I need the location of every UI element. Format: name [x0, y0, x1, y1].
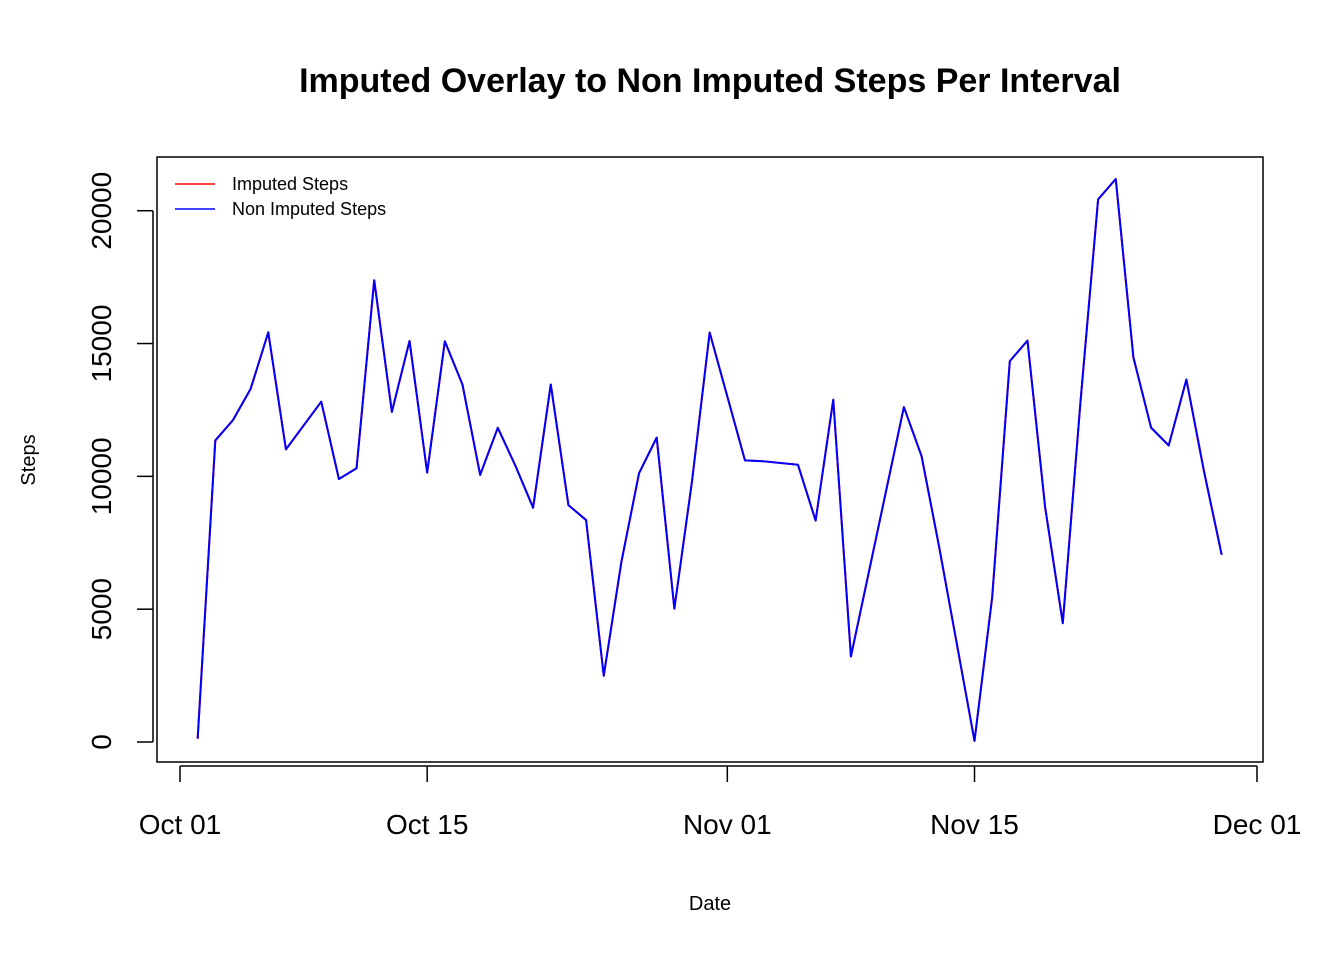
data-point — [232, 419, 234, 421]
data-point — [214, 439, 216, 441]
data-point — [974, 740, 976, 742]
series-layer — [196, 178, 1223, 742]
y-axis: 0 5000 10000 15000 20000 — [86, 172, 154, 750]
data-point — [638, 472, 640, 474]
data-point — [444, 340, 446, 342]
y-tick-label: 5000 — [86, 578, 117, 640]
data-point — [991, 596, 993, 598]
legend: Imputed Steps Non Imputed Steps — [175, 174, 386, 219]
series-line-non-imputed-steps — [196, 178, 1223, 742]
data-point — [603, 675, 605, 677]
data-point — [1150, 427, 1152, 429]
data-point — [497, 427, 499, 429]
plot-frame — [156, 156, 1264, 763]
data-point — [356, 467, 358, 469]
data-point — [832, 399, 834, 401]
data-point — [673, 608, 675, 610]
data-point — [815, 520, 817, 522]
data-point — [903, 406, 905, 408]
data-point — [850, 655, 852, 657]
chart-title: Imputed Overlay to Non Imputed Steps Per… — [299, 62, 1121, 100]
data-point — [797, 464, 799, 466]
y-tick-label: 15000 — [86, 305, 117, 383]
y-tick-label: 10000 — [86, 437, 117, 515]
data-point — [550, 383, 552, 385]
data-point — [1062, 622, 1064, 624]
data-point — [744, 459, 746, 461]
data-point — [1203, 470, 1205, 472]
data-point — [409, 340, 411, 342]
data-point — [1168, 444, 1170, 446]
data-point — [1185, 379, 1187, 381]
data-point — [709, 332, 711, 334]
data-point — [1097, 198, 1099, 200]
data-point — [1009, 360, 1011, 362]
data-point — [1132, 356, 1134, 358]
data-point — [762, 460, 764, 462]
y-tick-label: 20000 — [86, 172, 117, 250]
data-point — [567, 504, 569, 506]
legend-label: Non Imputed Steps — [232, 199, 386, 219]
data-point — [532, 507, 534, 509]
data-point — [267, 331, 269, 333]
data-point — [479, 474, 481, 476]
data-point — [1115, 178, 1117, 180]
data-point — [620, 561, 622, 563]
data-point — [514, 465, 516, 467]
data-point — [426, 472, 428, 474]
x-tick-label: Oct 15 — [386, 809, 468, 840]
y-axis-label: Steps — [18, 434, 40, 485]
data-point — [197, 738, 199, 740]
x-tick-label: Dec 01 — [1213, 809, 1302, 840]
data-point — [656, 437, 658, 439]
data-point — [250, 388, 252, 390]
data-point — [373, 279, 375, 281]
x-tick-label: Nov 01 — [683, 809, 772, 840]
data-point — [938, 546, 940, 548]
data-point — [1026, 340, 1028, 342]
legend-label: Imputed Steps — [232, 174, 348, 194]
data-point — [1044, 506, 1046, 508]
x-axis: Oct 01 Oct 15 Nov 01 Nov 15 Dec 01 — [139, 765, 1302, 840]
data-point — [338, 478, 340, 480]
data-point — [921, 455, 923, 457]
x-tick-label: Oct 01 — [139, 809, 221, 840]
data-point — [391, 411, 393, 413]
data-point — [285, 448, 287, 450]
data-point — [585, 519, 587, 521]
x-tick-label: Nov 15 — [930, 809, 1019, 840]
y-tick-label: 0 — [86, 734, 117, 750]
data-point — [691, 480, 693, 482]
data-point — [1221, 554, 1223, 556]
data-point — [1079, 401, 1081, 403]
data-point — [461, 384, 463, 386]
x-axis-label: Date — [689, 893, 731, 915]
data-point — [320, 401, 322, 403]
